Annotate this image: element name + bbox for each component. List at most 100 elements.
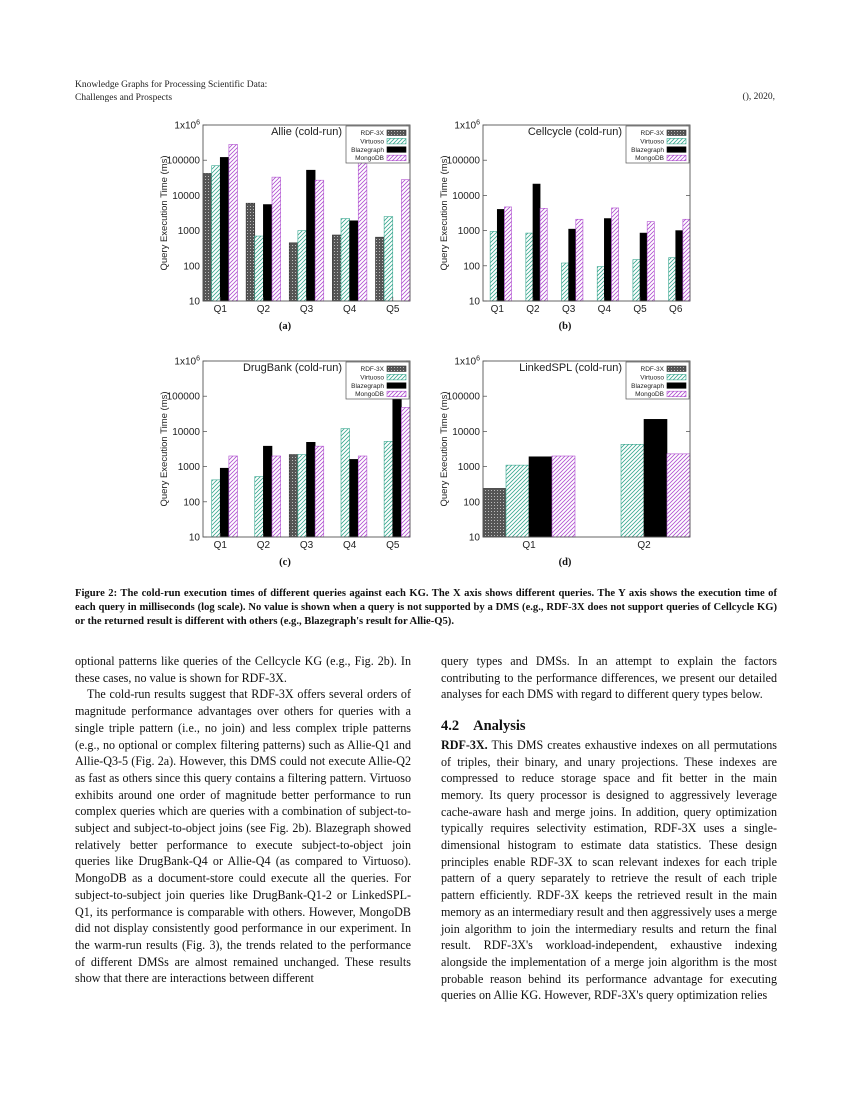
legend-label-virtuoso: Virtuoso — [360, 138, 384, 145]
bar-blazegraph-q4 — [349, 220, 359, 302]
bar-mongodb-q6 — [682, 218, 691, 302]
bar-mongodb-q3 — [314, 445, 325, 538]
right-column: query types and DMSs. In an attempt to e… — [441, 653, 777, 1004]
run-in-head: RDF-3X. — [441, 737, 488, 752]
bar-blazegraph-q2 — [532, 183, 541, 302]
legend-swatch-rdf-3x — [666, 365, 687, 372]
bar-blazegraph-q1 — [219, 467, 230, 538]
bar-blazegraph-q4 — [604, 218, 612, 302]
section-heading: 4.2 Analysis — [441, 718, 777, 735]
legend-label-blazegraph: Blazegraph — [351, 383, 384, 390]
bar-mongodb-q1 — [228, 455, 238, 538]
y-tick-label: 10 — [469, 533, 481, 544]
running-header-right: (), 2020, — [742, 92, 775, 102]
legend-label-blazegraph: Blazegraph — [351, 147, 384, 154]
legend-label-rdf-3x: RDF-3X — [361, 130, 385, 137]
subfigure-label-a: (a) — [278, 321, 292, 332]
x-tick-label: Q4 — [343, 540, 357, 551]
legend-swatch-mongodb — [386, 154, 407, 162]
legend-label-mongodb: MongoDB — [355, 155, 384, 162]
y-tick-label: 10000 — [452, 427, 480, 438]
bar-virtuoso-q4 — [340, 428, 350, 538]
y-tick-label: 1000 — [458, 226, 481, 237]
bar-mongodb-q4 — [357, 455, 368, 538]
legend-label-virtuoso: Virtuoso — [640, 374, 664, 381]
x-tick-label: Q2 — [257, 304, 271, 315]
bar-virtuoso-q1 — [211, 165, 221, 302]
bar-mongodb-q1 — [228, 144, 238, 302]
legend-label-mongodb: MongoDB — [635, 155, 664, 162]
legend-swatch-blazegraph — [386, 382, 407, 389]
bar-mongodb-q4 — [611, 207, 619, 302]
y-tick-label: 10000 — [172, 191, 200, 202]
bar-blazegraph-q3 — [568, 228, 577, 302]
bar-blazegraph-q5 — [392, 393, 402, 538]
legend-label-mongodb: MongoDB — [355, 391, 384, 398]
legend-label-virtuoso: Virtuoso — [640, 138, 664, 145]
left-column: optional patterns like queries of the Ce… — [75, 653, 411, 987]
legend-swatch-virtuoso — [386, 374, 407, 381]
x-tick-label: Q5 — [386, 304, 400, 315]
paragraph: The cold-run results suggest that RDF-3X… — [75, 687, 411, 986]
y-tick-label: 10000 — [172, 427, 200, 438]
x-tick-label: Q3 — [300, 540, 314, 551]
y-tick-label: 10000 — [452, 191, 480, 202]
x-tick-label: Q4 — [598, 304, 612, 315]
legend-label-rdf-3x: RDF-3X — [361, 366, 385, 373]
legend-label-rdf-3x: RDF-3X — [641, 130, 665, 137]
bar-mongodb-q2 — [666, 453, 691, 538]
section-number: 4.2 — [441, 718, 460, 735]
plot-frame — [202, 124, 411, 302]
bar-mongodb-q3 — [575, 218, 584, 302]
y-tick-label: 1x106 — [174, 120, 200, 132]
y-tick-label: 100 — [463, 497, 480, 508]
legend-swatch-virtuoso — [666, 374, 687, 381]
bar-virtuoso-q5 — [383, 441, 394, 538]
legend-swatch-blazegraph — [386, 146, 407, 153]
chart-drugbank: 10 100 1000 10000 100000 1x106 Query Execution… — [159, 356, 411, 551]
y-tick-label: 100000 — [167, 156, 201, 167]
paragraph-body: This DMS creates exhaustive indexes on a… — [441, 737, 777, 1003]
y-tick-label: 100000 — [447, 156, 481, 167]
bar-mongodb-q1 — [504, 206, 512, 302]
legend-swatch-mongodb — [666, 390, 687, 398]
running-title-line1: Knowledge Graphs for Processing Scientif… — [75, 80, 268, 90]
bar-blazegraph-q3 — [306, 169, 316, 302]
plot-frame — [482, 360, 691, 538]
paragraph: optional patterns like queries of the Ce… — [75, 654, 411, 685]
bar-mongodb-q1 — [551, 455, 576, 538]
x-tick-label: Q1 — [214, 304, 228, 315]
y-axis-label: Query Execution Time (ms) — [439, 155, 450, 270]
bar-mongodb-q5 — [401, 407, 411, 538]
x-tick-label: Q3 — [300, 304, 314, 315]
bar-blazegraph-q4 — [349, 459, 359, 538]
bar-rdf-3x-q3 — [288, 242, 299, 302]
y-tick-label: 1000 — [178, 462, 201, 473]
legend-label-rdf-3x: RDF-3X — [641, 366, 665, 373]
chart-title: Cellcycle (cold-run) — [528, 126, 622, 138]
y-tick-label: 100000 — [167, 392, 201, 403]
x-tick-label: Q6 — [669, 304, 683, 315]
x-tick-label: Q1 — [522, 540, 536, 551]
plot-frame — [202, 360, 411, 538]
bar-rdf-3x-q1 — [482, 488, 507, 538]
chart-title: Allie (cold-run) — [271, 126, 342, 138]
bar-mongodb-q5 — [646, 221, 655, 302]
bar-virtuoso-q3 — [561, 262, 569, 302]
bar-mongodb-q2 — [271, 455, 281, 538]
x-tick-label: Q2 — [526, 304, 540, 315]
bar-virtuoso-q3 — [297, 454, 307, 538]
y-tick-label: 100 — [183, 497, 200, 508]
x-tick-label: Q1 — [491, 304, 505, 315]
y-tick-label: 100000 — [447, 392, 481, 403]
running-title-line2: Challenges and Prospects — [75, 92, 173, 103]
legend-swatch-rdf-3x — [386, 129, 407, 136]
legend-swatch-blazegraph — [666, 382, 687, 389]
legend-swatch-rdf-3x — [666, 129, 687, 136]
subfigure-label-c: (c) — [279, 557, 291, 568]
bar-virtuoso-q4 — [596, 266, 605, 302]
bar-virtuoso-q2 — [525, 232, 534, 302]
bar-virtuoso-q4 — [340, 218, 350, 302]
y-tick-label: 100 — [183, 261, 200, 272]
